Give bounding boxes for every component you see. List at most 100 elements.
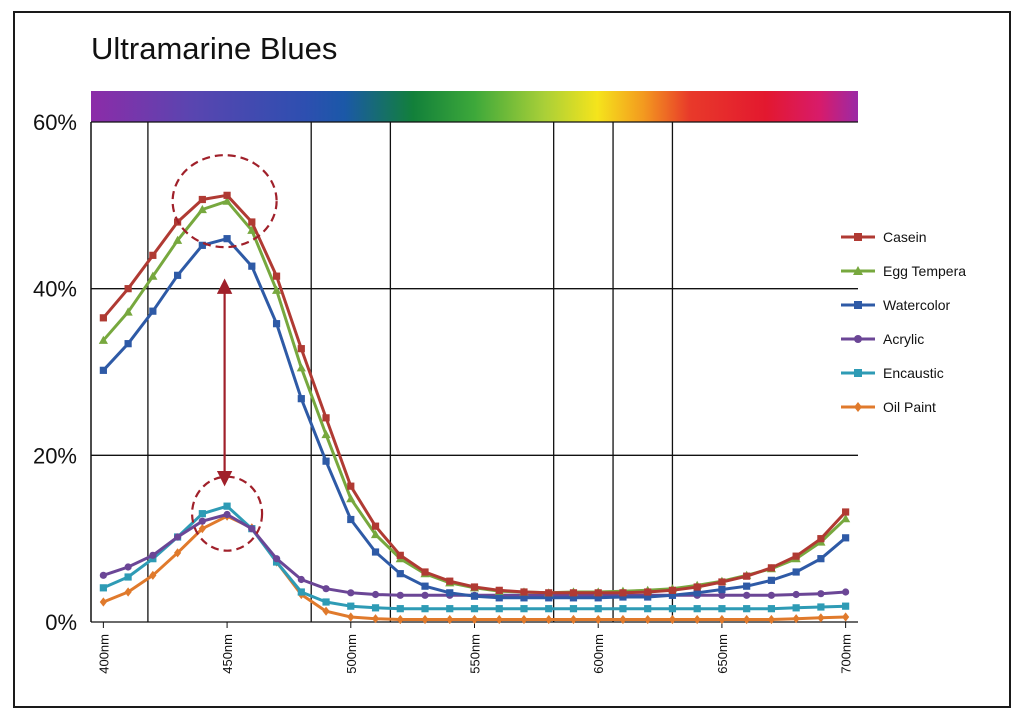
series-line	[102, 514, 846, 621]
data-point	[693, 583, 701, 591]
data-point	[693, 589, 701, 597]
data-point	[198, 241, 206, 249]
data-point	[520, 594, 528, 602]
data-point	[767, 605, 776, 613]
data-point	[767, 576, 776, 584]
data-point	[446, 589, 454, 597]
data-point	[124, 563, 132, 571]
data-point	[470, 605, 479, 613]
data-point	[149, 251, 157, 259]
data-point	[841, 514, 851, 523]
data-point	[222, 196, 232, 205]
data-point	[743, 614, 751, 625]
legend-label: Encaustic	[883, 365, 944, 381]
highlight-circle	[171, 154, 278, 249]
data-point	[594, 605, 602, 613]
data-point	[247, 225, 257, 234]
series-egg-tempera	[98, 196, 851, 597]
data-point	[446, 614, 454, 625]
data-point	[223, 191, 231, 199]
x-tick-label: 600nm	[591, 634, 606, 674]
data-point	[767, 564, 776, 572]
data-point	[347, 612, 355, 622]
data-point	[495, 614, 503, 625]
data-point	[644, 605, 652, 613]
series-encaustic	[99, 502, 850, 613]
chart-title: Ultramarine Blues	[91, 31, 337, 66]
series-group	[98, 191, 851, 625]
data-point	[347, 602, 355, 610]
data-point	[223, 510, 231, 519]
legend-item: Watercolor	[841, 297, 951, 313]
data-point	[248, 218, 256, 226]
data-point	[248, 262, 256, 270]
data-point	[718, 578, 726, 586]
data-point	[99, 366, 107, 374]
data-point	[396, 605, 404, 613]
data-point	[594, 589, 602, 597]
data-point	[421, 568, 429, 576]
annotations	[171, 154, 278, 552]
data-point	[223, 235, 231, 243]
data-point	[446, 605, 454, 613]
data-point	[148, 271, 158, 280]
data-point	[272, 555, 281, 563]
data-point	[743, 572, 751, 580]
data-point	[347, 482, 355, 490]
data-point	[371, 614, 380, 624]
data-point	[854, 301, 862, 309]
data-point	[272, 272, 281, 280]
series-casein	[99, 191, 850, 597]
data-point	[817, 535, 825, 543]
data-point	[569, 594, 578, 602]
legend-label: Acrylic	[883, 331, 924, 347]
data-point	[396, 614, 404, 625]
series-line	[102, 199, 847, 595]
x-tick-label: 450nm	[220, 634, 235, 674]
data-point	[322, 585, 330, 593]
data-point	[198, 517, 206, 525]
data-point	[396, 570, 404, 578]
data-point	[693, 614, 701, 625]
data-point	[817, 555, 825, 563]
data-point	[470, 592, 479, 600]
legend-item: Oil Paint	[841, 399, 936, 415]
data-point	[297, 588, 305, 596]
data-point	[854, 402, 862, 412]
data-point	[668, 586, 677, 594]
data-point	[619, 614, 627, 625]
data-point	[296, 363, 306, 372]
chart-svg: Ultramarine Blues 0% 20% 40% 60% 400nm 450nm…	[33, 31, 966, 674]
data-point	[854, 369, 862, 377]
data-point	[644, 588, 652, 596]
data-point	[124, 587, 132, 597]
data-point	[321, 429, 331, 439]
data-point	[842, 508, 850, 516]
y-axis-ticks: 0% 20% 40% 60%	[33, 110, 77, 635]
x-axis-ticks: 400nm 450nm 500nm 550nm 600nm 650nm 700nm	[96, 622, 854, 674]
series-line	[102, 193, 847, 595]
data-point	[792, 590, 800, 599]
data-point	[322, 598, 330, 606]
data-point	[842, 534, 850, 542]
data-point	[347, 589, 355, 597]
data-point	[792, 552, 800, 560]
data-point	[743, 605, 751, 613]
data-point	[718, 614, 726, 625]
y-tick-label: 40%	[33, 277, 77, 302]
data-point	[767, 591, 776, 599]
series-line	[102, 513, 846, 597]
data-point	[197, 204, 207, 214]
data-point	[99, 597, 107, 607]
data-point	[718, 585, 726, 594]
spectrum-bar	[91, 91, 858, 122]
data-point	[520, 614, 528, 625]
data-point	[124, 573, 132, 581]
y-tick-label: 0%	[45, 610, 77, 635]
data-point	[173, 271, 182, 279]
data-point	[842, 602, 850, 610]
data-point	[668, 591, 677, 599]
x-tick-label: 500nm	[344, 634, 359, 674]
data-point	[446, 577, 454, 585]
data-point	[842, 612, 850, 622]
